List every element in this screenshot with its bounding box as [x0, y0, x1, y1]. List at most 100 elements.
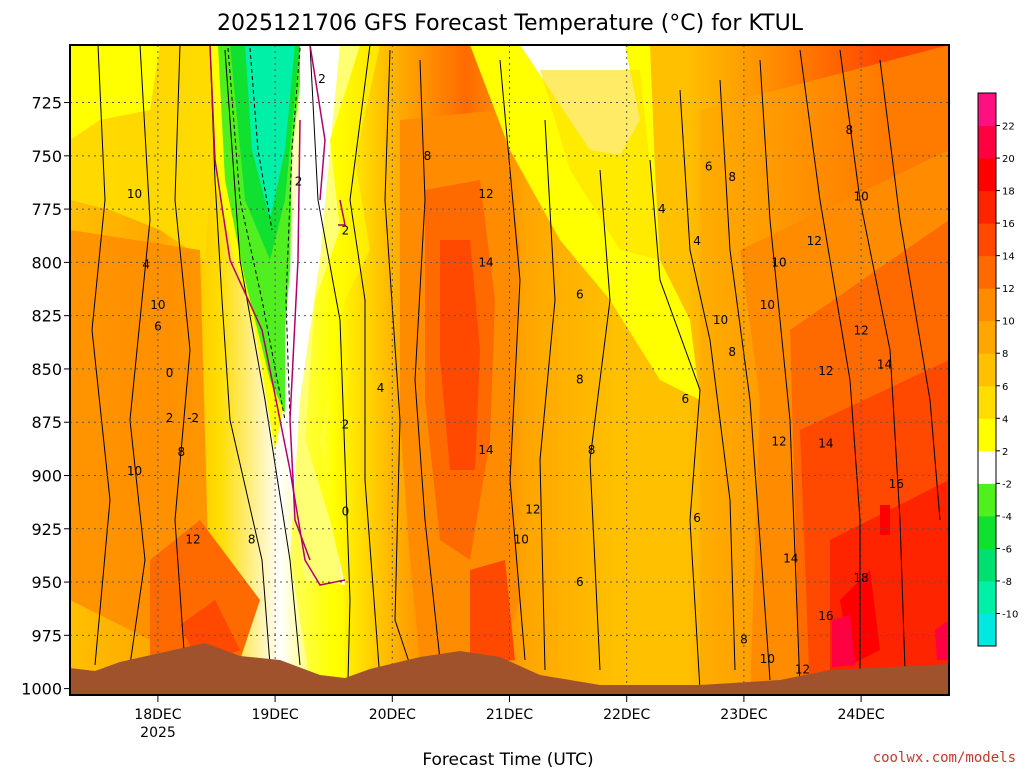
colorbar-segment [978, 580, 996, 614]
contour-label: 16 [818, 609, 833, 623]
x-tick-label: 24DEC [837, 707, 884, 723]
colorbar-tick-label: 14 [1002, 252, 1015, 263]
colorbar-tick-label: 6 [1002, 382, 1008, 393]
contour-label: 12 [185, 532, 200, 546]
band-2to4-upper-left [70, 45, 160, 140]
colorbar-segment [978, 255, 996, 289]
zero-isotherm-1 [209, 45, 346, 586]
colorbar-tick-label: 10 [1002, 317, 1015, 328]
contour-line-5 [224, 49, 301, 666]
colorbar-segment [978, 125, 996, 159]
band-20-right [832, 615, 855, 667]
contour-line-17 [799, 49, 861, 670]
x-tick-label: 21DEC [486, 707, 533, 723]
y-tick-label: 875 [31, 413, 62, 432]
colorbar-tick-label: 20 [1002, 154, 1015, 165]
contour-label: 8 [576, 373, 584, 387]
contour-label: 2 [295, 174, 303, 188]
colorbar-segment [978, 223, 996, 257]
contour-label: 2 [166, 411, 174, 425]
contour-label: 12 [478, 187, 493, 201]
x-tick-label: 22DEC [603, 707, 650, 723]
y-tick-label: 750 [31, 147, 62, 166]
contour-line-7 [349, 45, 381, 681]
dashed-contour-2 [249, 47, 273, 231]
y-tick-label: 725 [31, 94, 62, 113]
contour-line-2 [129, 45, 151, 666]
colorbar-segment [978, 353, 996, 387]
contour-label: 10 [713, 313, 728, 327]
colorbar-segment [978, 288, 996, 322]
contour-label: 14 [877, 358, 892, 372]
contour-label: 10 [150, 298, 165, 312]
colorbar-tick-label: 8 [1002, 349, 1008, 360]
contour-label: 12 [853, 324, 868, 338]
x-tick-label: 23DEC [720, 707, 767, 723]
contour-label: 14 [818, 437, 833, 451]
contour-label: 18 [853, 571, 868, 585]
y-tick-label: 975 [31, 626, 62, 645]
colorbar-segment [978, 320, 996, 354]
contour-line-15 [719, 79, 771, 681]
contour-label: 10 [853, 189, 868, 203]
contour-label: 2 [342, 223, 350, 237]
x-tick-label: 20DEC [369, 707, 416, 723]
contour-line-9 [414, 59, 441, 661]
x-tick-label: 19DEC [251, 707, 298, 723]
terrain [70, 643, 949, 695]
contour-label: 2 [318, 72, 326, 86]
band-minus6-to-minus8 [245, 45, 295, 220]
band-2to4-mid [290, 45, 380, 680]
band-14to16-core [440, 240, 480, 470]
contour-label: 8 [588, 443, 596, 457]
contour-label: 6 [154, 319, 162, 333]
colorbar-segment [978, 418, 996, 452]
colorbar-segment [978, 190, 996, 224]
contour-label: 8 [37, 454, 45, 468]
contour-label-layer: 2 6 10 4 10 6 0 2 -2 8 8 10 12 8 2 2 2 4 0 8 12 14 14 12 10 6 8 8 6 4… [37, 72, 904, 676]
colorbar-tick-label: -4 [1002, 512, 1012, 523]
contour-label: 8 [728, 345, 736, 359]
colorbar-tick-label: -8 [1002, 577, 1012, 588]
colorbar-tick-label: 16 [1002, 219, 1015, 230]
chart-title: 2025121706 GFS Forecast Temperature (°C)… [217, 11, 804, 36]
negative-contour-lines [227, 47, 301, 421]
contour-label: 4 [142, 258, 150, 272]
y-tick-label: 825 [31, 307, 62, 326]
colorbar-segment [978, 548, 996, 582]
contour-label: 12 [807, 234, 822, 248]
contour-label: 12 [818, 364, 833, 378]
contour-label: 2 [342, 417, 350, 431]
contour-label: 10 [771, 255, 786, 269]
dashed-contour-1 [227, 47, 286, 421]
colorbar-tick-label: -6 [1002, 544, 1012, 555]
contour-label: 4 [693, 234, 701, 248]
zero-degree-isotherm [209, 45, 346, 586]
contour-lines [91, 45, 941, 691]
y-tick-label: 850 [31, 360, 62, 379]
contour-label: 6 [693, 511, 701, 525]
band-10to12-left [70, 230, 210, 640]
contour-label: 8 [740, 633, 748, 647]
contour-line-16 [759, 59, 801, 691]
colorbar-segment [978, 515, 996, 549]
contour-label: 10 [514, 532, 529, 546]
y-tick-label: 925 [31, 520, 62, 539]
contour-label: 14 [478, 255, 493, 269]
contour-label: 6 [705, 159, 713, 173]
colorbar: -10 -8 -6 -4 -2 2 4 6 8 10 12 14 16 18 20 22 [977, 92, 1018, 647]
colorbar-tick-label: -2 [1002, 479, 1012, 490]
band-4to6-upper-mid [540, 70, 660, 260]
band-14-low-core [470, 560, 515, 665]
credit-link[interactable]: coolwx.com/models [873, 750, 1016, 766]
contour-label: 8 [248, 532, 256, 546]
y-axis: 725 750 775 800 825 850 875 900 925 950 975 1000 [21, 94, 70, 699]
x-tick-label: 18DEC [134, 707, 181, 723]
colorbar-tick-label: 2 [1002, 447, 1008, 458]
dashed-contour-3 [285, 47, 301, 421]
band-18-spot [880, 505, 890, 535]
contour-line-3 [174, 45, 191, 666]
colorbar-segment [978, 613, 996, 647]
contour-label: 16 [889, 477, 904, 491]
